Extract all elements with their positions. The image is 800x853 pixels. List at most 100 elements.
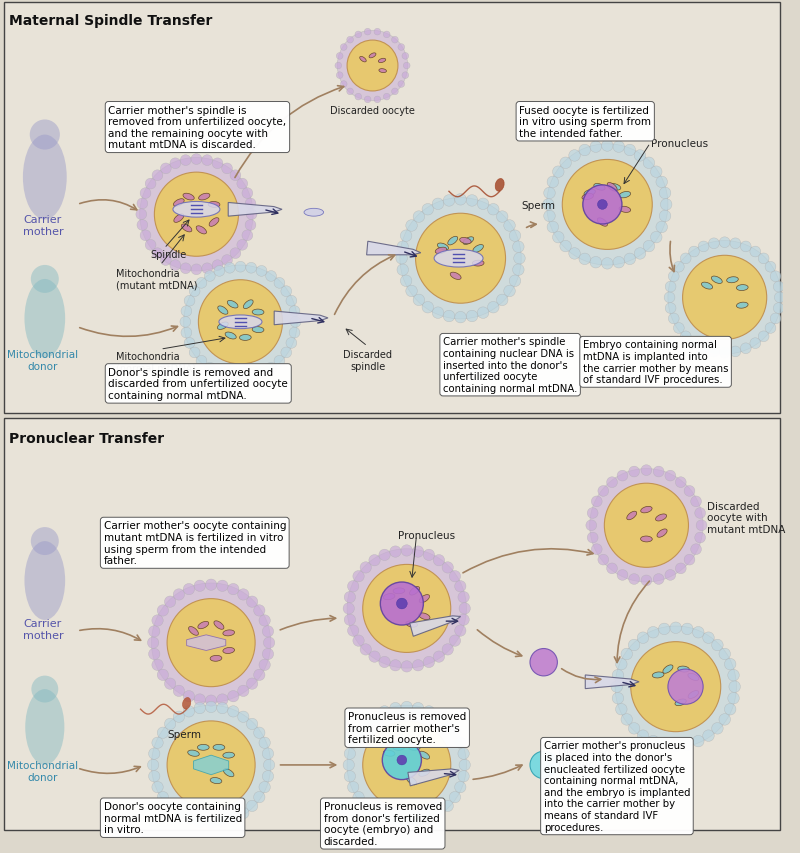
Ellipse shape bbox=[243, 300, 253, 310]
Circle shape bbox=[643, 158, 654, 170]
Ellipse shape bbox=[582, 194, 594, 200]
Circle shape bbox=[346, 89, 354, 96]
Circle shape bbox=[149, 748, 160, 759]
Circle shape bbox=[228, 706, 239, 717]
Circle shape bbox=[161, 255, 171, 266]
Circle shape bbox=[598, 200, 607, 210]
Circle shape bbox=[612, 693, 624, 704]
Circle shape bbox=[196, 278, 207, 289]
Ellipse shape bbox=[252, 310, 264, 316]
Circle shape bbox=[624, 254, 635, 265]
Text: Mitochondria
(mutant mtDNA): Mitochondria (mutant mtDNA) bbox=[116, 269, 198, 290]
Polygon shape bbox=[274, 311, 328, 325]
Circle shape bbox=[670, 740, 682, 751]
Ellipse shape bbox=[657, 530, 667, 537]
Circle shape bbox=[680, 332, 691, 342]
Circle shape bbox=[158, 728, 169, 739]
Circle shape bbox=[31, 265, 58, 293]
Ellipse shape bbox=[702, 283, 713, 290]
Circle shape bbox=[140, 230, 151, 241]
Ellipse shape bbox=[188, 750, 199, 757]
Circle shape bbox=[217, 816, 228, 827]
Circle shape bbox=[369, 808, 380, 819]
Circle shape bbox=[604, 484, 689, 567]
Circle shape bbox=[266, 271, 277, 282]
Ellipse shape bbox=[406, 776, 417, 785]
Circle shape bbox=[602, 258, 613, 270]
Ellipse shape bbox=[450, 273, 461, 280]
Circle shape bbox=[774, 293, 785, 304]
Circle shape bbox=[624, 145, 635, 157]
Circle shape bbox=[668, 670, 703, 705]
Circle shape bbox=[347, 549, 466, 668]
Circle shape bbox=[259, 659, 270, 670]
Circle shape bbox=[238, 685, 249, 697]
Text: Carrier mother's spindle is
removed from unfertilized oocyte,
and the remaining : Carrier mother's spindle is removed from… bbox=[108, 106, 286, 150]
Circle shape bbox=[149, 626, 160, 637]
Circle shape bbox=[190, 287, 200, 297]
Circle shape bbox=[146, 179, 156, 189]
Polygon shape bbox=[228, 203, 282, 217]
Circle shape bbox=[149, 648, 160, 660]
Circle shape bbox=[346, 38, 354, 44]
Circle shape bbox=[497, 212, 508, 223]
Text: Pronucleus is removed
from carrier mother's
fertilized oocyte.: Pronucleus is removed from carrier mothe… bbox=[348, 711, 466, 745]
Text: Mitochondria
(normal mtDNA): Mitochondria (normal mtDNA) bbox=[116, 351, 196, 374]
Circle shape bbox=[238, 711, 249, 722]
Circle shape bbox=[680, 253, 691, 264]
Circle shape bbox=[344, 748, 355, 759]
Circle shape bbox=[152, 737, 163, 749]
Circle shape bbox=[560, 158, 571, 170]
Ellipse shape bbox=[418, 613, 430, 620]
Ellipse shape bbox=[688, 691, 698, 699]
Circle shape bbox=[183, 691, 194, 702]
Circle shape bbox=[343, 603, 354, 614]
Circle shape bbox=[758, 253, 769, 264]
Ellipse shape bbox=[619, 207, 630, 213]
Circle shape bbox=[158, 605, 169, 617]
Circle shape bbox=[180, 264, 191, 275]
Ellipse shape bbox=[218, 306, 228, 315]
Circle shape bbox=[553, 166, 564, 178]
Ellipse shape bbox=[607, 183, 617, 192]
Circle shape bbox=[684, 486, 695, 496]
Circle shape bbox=[398, 44, 405, 51]
Circle shape bbox=[230, 171, 241, 182]
Circle shape bbox=[397, 241, 409, 253]
Ellipse shape bbox=[304, 209, 323, 217]
Circle shape bbox=[242, 230, 253, 241]
Circle shape bbox=[402, 73, 409, 79]
Circle shape bbox=[228, 583, 239, 595]
Circle shape bbox=[478, 199, 489, 211]
Text: Mitochondrial
donor: Mitochondrial donor bbox=[7, 350, 78, 371]
Circle shape bbox=[205, 363, 215, 374]
Ellipse shape bbox=[688, 674, 699, 681]
Circle shape bbox=[630, 642, 721, 732]
Circle shape bbox=[658, 624, 670, 635]
Ellipse shape bbox=[208, 202, 220, 208]
Circle shape bbox=[374, 29, 381, 36]
Circle shape bbox=[196, 356, 207, 367]
Circle shape bbox=[256, 368, 267, 379]
Circle shape bbox=[443, 195, 455, 207]
Circle shape bbox=[450, 571, 461, 583]
Circle shape bbox=[659, 211, 671, 223]
Ellipse shape bbox=[239, 335, 251, 341]
Circle shape bbox=[730, 346, 741, 357]
Circle shape bbox=[443, 310, 455, 322]
Circle shape bbox=[369, 651, 380, 663]
Circle shape bbox=[246, 596, 258, 607]
Circle shape bbox=[235, 262, 246, 273]
Circle shape bbox=[514, 253, 526, 264]
Circle shape bbox=[719, 714, 730, 725]
Ellipse shape bbox=[641, 537, 652, 543]
Circle shape bbox=[613, 257, 625, 269]
Circle shape bbox=[180, 155, 191, 166]
Text: Mitochondrial
donor: Mitochondrial donor bbox=[7, 760, 78, 781]
Ellipse shape bbox=[448, 237, 458, 246]
Circle shape bbox=[765, 262, 776, 273]
Text: Pronuclear Transfer: Pronuclear Transfer bbox=[9, 432, 164, 446]
Circle shape bbox=[423, 657, 434, 668]
Circle shape bbox=[290, 317, 301, 328]
Circle shape bbox=[454, 312, 466, 323]
